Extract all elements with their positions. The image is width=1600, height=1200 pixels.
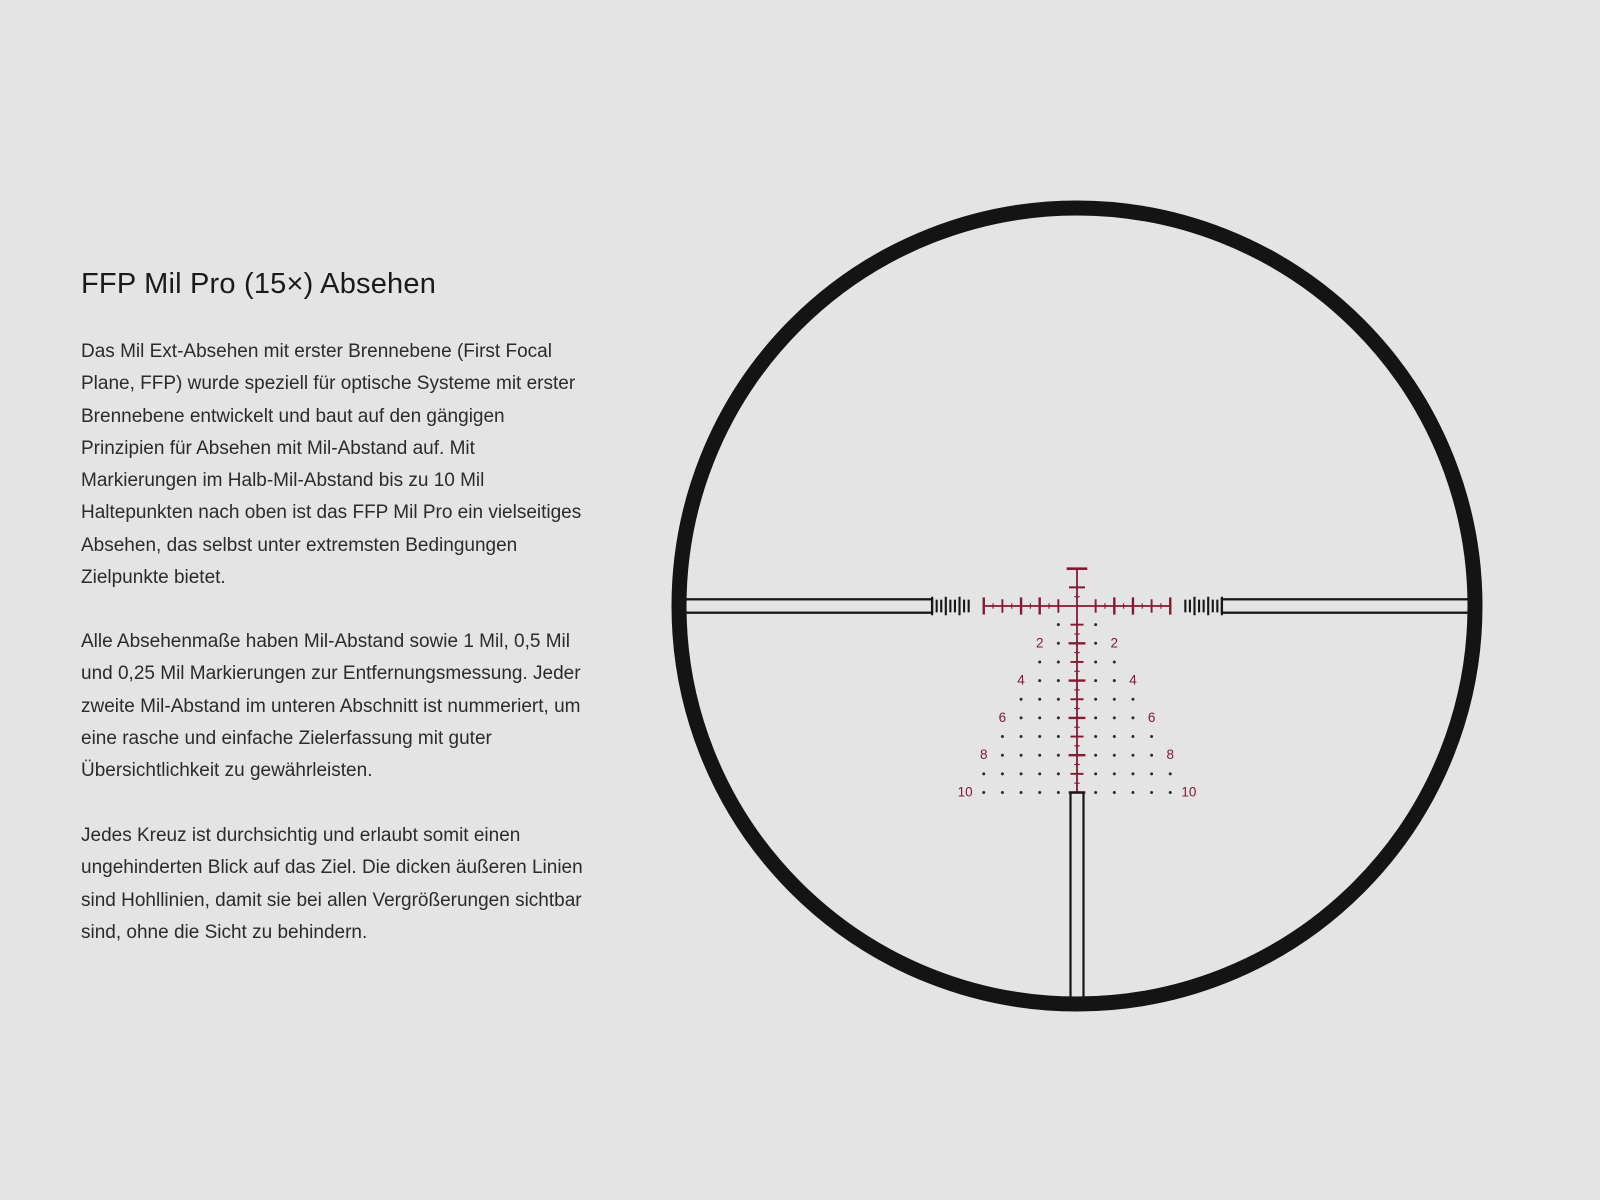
svg-text:4: 4 <box>1017 673 1025 688</box>
svg-text:8: 8 <box>980 747 988 762</box>
svg-text:2: 2 <box>1036 635 1044 650</box>
svg-text:8: 8 <box>1166 747 1174 762</box>
svg-text:6: 6 <box>999 710 1007 725</box>
svg-text:4: 4 <box>1129 673 1137 688</box>
svg-text:6: 6 <box>1148 710 1156 725</box>
svg-text:2: 2 <box>1111 635 1119 650</box>
svg-text:10: 10 <box>1181 785 1196 800</box>
svg-text:10: 10 <box>958 785 973 800</box>
